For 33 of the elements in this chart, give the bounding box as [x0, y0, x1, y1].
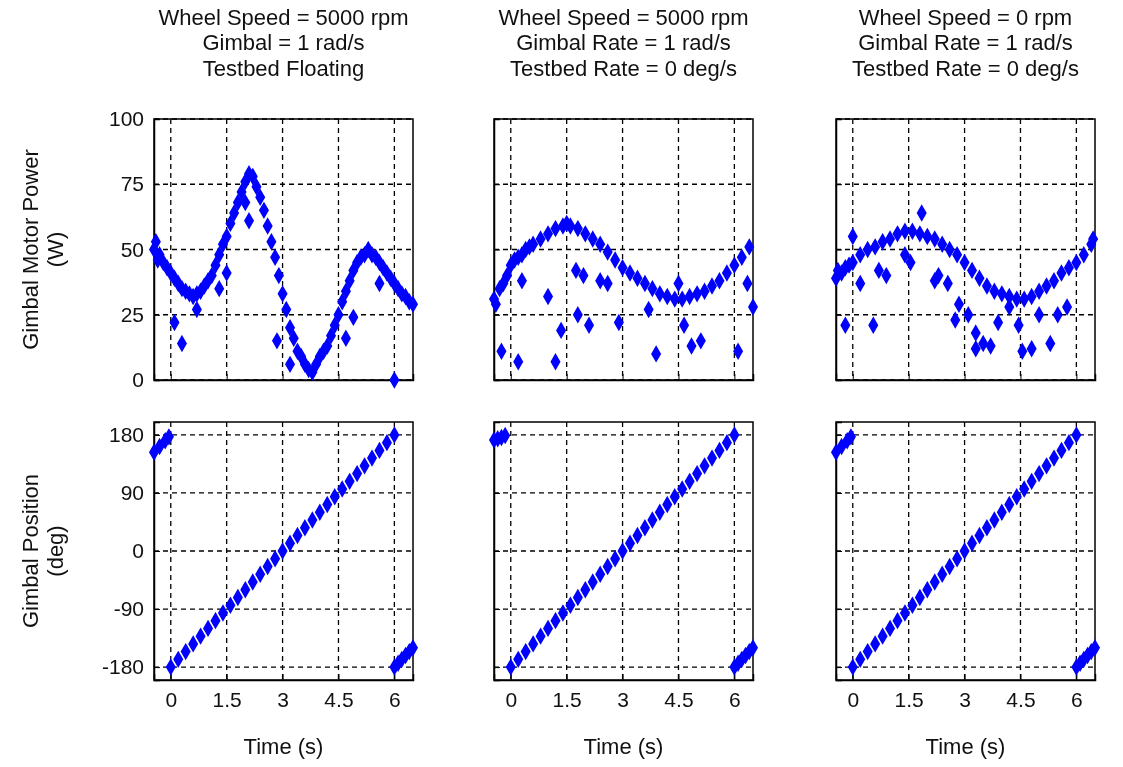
- x-tick-label: 3: [277, 687, 289, 711]
- x-tick-label: 6: [729, 687, 741, 711]
- x-tick-label: 6: [1071, 687, 1083, 711]
- x-axis-title: Time (s): [243, 734, 324, 759]
- y-tick-label: -180: [101, 655, 144, 679]
- x-tick-label: 1.5: [552, 687, 582, 711]
- y-tick-label: 0: [132, 539, 144, 563]
- x-tick-label: 3: [617, 687, 629, 711]
- x-tick-label: 6: [389, 687, 401, 711]
- y-tick-label: 90: [120, 481, 144, 505]
- y-tick-label: 25: [120, 302, 144, 326]
- x-axis-title: Time (s): [583, 734, 664, 759]
- chart-title: Wheel Speed = 5000 rpm Gimbal = 1 rad/s Testbed Floating: [158, 5, 409, 81]
- x-tick-label: 4.5: [324, 687, 354, 711]
- y-tick-label: -90: [113, 597, 144, 621]
- x-tick-label: 1.5: [894, 687, 924, 711]
- x-tick-label: 0: [165, 687, 178, 711]
- x-tick-label: 4.5: [664, 687, 694, 711]
- x-tick-label: 3: [959, 687, 971, 711]
- y-axis-title: Gimbal Position (deg): [18, 473, 69, 629]
- y-tick-label: 180: [108, 423, 144, 447]
- x-tick-label: 0: [505, 687, 518, 711]
- y-tick-label: 50: [120, 237, 144, 261]
- x-tick-label: 0: [847, 687, 860, 711]
- x-tick-label: 1.5: [212, 687, 242, 711]
- y-tick-label: 100: [108, 107, 144, 131]
- y-axis-title: Gimbal Motor Power (W): [18, 149, 69, 350]
- y-tick-label: 0: [132, 368, 144, 392]
- x-tick-label: 4.5: [1006, 687, 1036, 711]
- chart-title: Wheel Speed = 0 rpm Gimbal Rate = 1 rad/s Testbed Rate = 0 deg/s: [852, 5, 1079, 81]
- chart-title: Wheel Speed = 5000 rpm Gimbal Rate = 1 rad/s Testbed Rate = 0 deg/s: [498, 5, 749, 81]
- x-axis-title: Time (s): [925, 734, 1006, 759]
- y-tick-label: 75: [120, 172, 144, 196]
